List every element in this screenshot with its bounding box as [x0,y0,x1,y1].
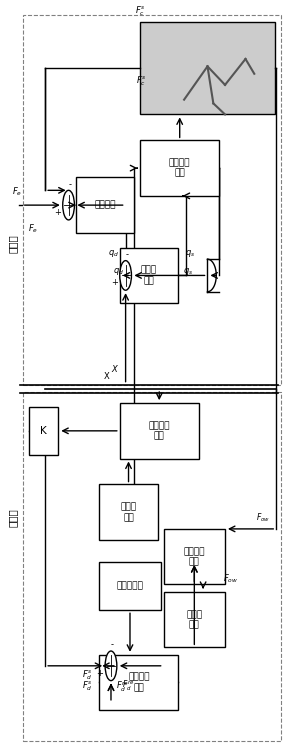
Text: 主动执行
机构: 主动执行 机构 [148,422,170,440]
Text: $q_s$: $q_s$ [185,248,195,259]
Text: +: + [112,278,119,287]
Bar [23,392,281,741]
Text: $q_d$: $q_d$ [113,266,124,277]
Text: 力矩控制器: 力矩控制器 [117,582,143,591]
Text: 允许冗余
控制: 允许冗余 控制 [184,547,205,566]
Bar [140,22,275,115]
Text: X: X [104,372,109,381]
Text: $F_e$: $F_e$ [28,223,38,236]
Text: $F_{ow}$: $F_{ow}$ [223,572,238,585]
Bar [29,406,58,455]
Text: +: + [97,669,103,678]
Bar [76,177,134,233]
Bar [99,484,158,540]
Text: $F_d^{re}$: $F_d^{re}$ [122,678,135,692]
Bar [164,529,225,584]
Text: 主动执行
机构: 主动执行 机构 [128,673,150,692]
Text: K: K [40,426,47,436]
Circle shape [105,651,117,680]
Bar [120,403,199,458]
Text: -: - [125,251,128,260]
Bar [120,248,178,303]
Text: $F_c^s$: $F_c^s$ [135,4,145,17]
Text: 从动側: 从动側 [8,235,18,254]
Bar [23,14,281,385]
Text: X: X [111,365,117,374]
Text: $F_d^s$: $F_d^s$ [82,679,93,692]
Text: 从动执行
机构: 从动执行 机构 [169,158,190,178]
Bar [140,140,219,196]
Text: $F_e$: $F_e$ [12,185,22,197]
Bar [99,562,161,610]
Text: -: - [111,640,114,650]
Text: $F_d^s$: $F_d^s$ [82,669,93,682]
Text: 阻抗控
制器: 阻抗控 制器 [186,610,202,629]
Circle shape [63,190,74,220]
Text: 主动側: 主动側 [8,509,18,527]
Text: 力控制器: 力控制器 [94,201,116,210]
Text: $F_d^{re}$: $F_d^{re}$ [116,680,129,694]
Text: $F_c^s$: $F_c^s$ [136,74,147,88]
Bar [164,592,225,647]
Text: 位置控
制器: 位置控 制器 [141,266,157,285]
Circle shape [120,261,131,290]
Bar [99,655,178,710]
Text: $F_{ow}$: $F_{ow}$ [256,511,270,524]
Text: +: + [54,208,61,217]
Text: $q_s$: $q_s$ [183,266,194,277]
Text: $q_d$: $q_d$ [108,248,119,259]
Text: 位置控
制器: 位置控 制器 [120,503,136,522]
Text: -: - [69,180,72,189]
